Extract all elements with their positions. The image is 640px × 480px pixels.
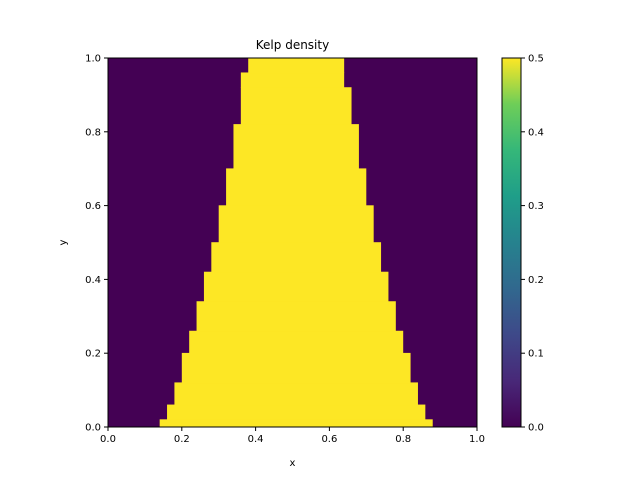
heatmap-band-2 [174,382,418,406]
colorbar-tick-label: 0.2 [528,275,544,286]
x-tick-label: 0.2 [174,434,190,445]
y-axis-label: y [58,239,69,245]
heatmap-band-12 [240,72,345,88]
x-axis-ticks: 0.0 0.2 0.4 0.6 0.8 1.0 [100,427,485,445]
y-tick-label: 0.0 [85,423,101,434]
x-tick-label: 0.8 [395,434,411,445]
y-tick-label: 1.0 [85,54,101,65]
x-tick-label: 0.0 [100,434,116,445]
heatmap-band-9 [226,168,367,206]
heatmap-band-1 [167,404,426,420]
colorbar-frame [501,57,522,428]
x-axis-label: x [290,458,296,469]
y-tick-label: 0.8 [85,127,101,138]
y-axis-ticks: 0.0 0.2 0.4 0.6 0.8 1.0 [85,54,108,434]
colorbar-gradient [502,58,521,427]
y-tick-label: 0.6 [85,201,101,212]
heatmap-band-0 [159,419,433,427]
colorbar-tick-label: 0.3 [528,201,544,212]
heatmap-band-11 [240,87,352,125]
colorbar-tick-label: 0.0 [528,423,544,434]
y-tick-label: 0.4 [85,275,101,286]
y-tick-label: 0.2 [85,349,101,360]
heatmap-band-5 [196,301,396,332]
colorbar-tick-label: 0.5 [528,54,544,65]
heatmap-band-13 [248,58,345,74]
heatmap-band-8 [218,205,374,243]
colorbar: 0.0 0.1 0.2 0.3 0.4 0.5 [501,54,544,434]
heatmap-cells [159,58,433,427]
x-tick-label: 0.6 [321,434,337,445]
heatmap-band-6 [203,271,389,302]
x-tick-label: 0.4 [248,434,264,445]
x-tick-label: 1.0 [469,434,485,445]
heatmap-band-4 [189,330,404,354]
colorbar-tick-label: 0.1 [528,349,544,360]
heatmap-band-3 [181,352,411,384]
plot-frame [107,57,478,428]
colorbar-tick-label: 0.4 [528,127,544,138]
chart-title: Kelp density [256,38,329,52]
heatmap-band-10 [233,124,359,169]
heatmap-band-7 [211,242,382,273]
heatmap-plot-area [107,57,478,428]
colorbar-ticks: 0.0 0.1 0.2 0.3 0.4 0.5 [521,54,544,434]
